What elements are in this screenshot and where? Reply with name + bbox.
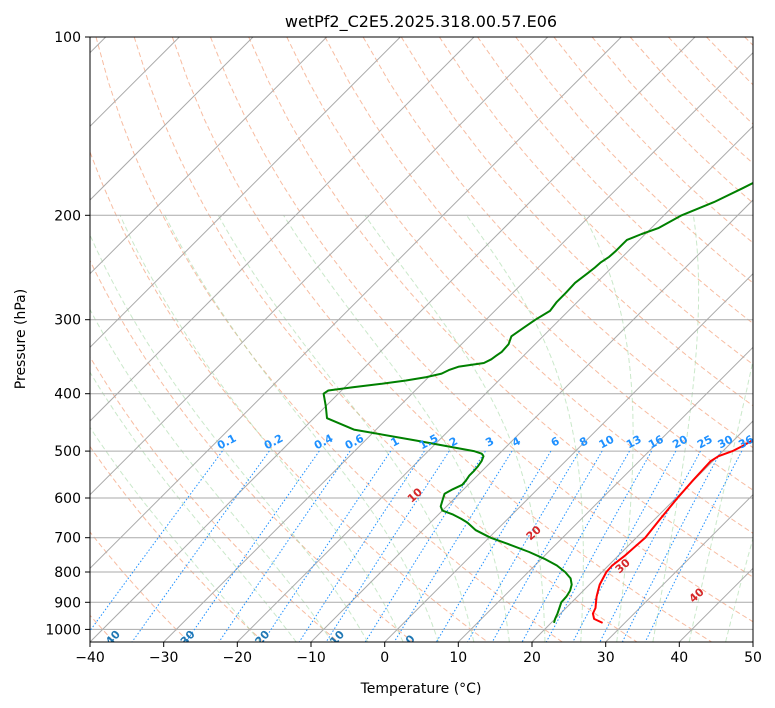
dry-adiabat-line	[515, 37, 753, 284]
dewpoint-line	[322, 181, 753, 624]
isotherm-line	[90, 37, 622, 570]
dry-adiabat-line	[477, 37, 753, 325]
mixing-ratio-label: 25	[695, 433, 715, 452]
isotherm-line	[90, 37, 696, 642]
mixing-ratio-label: 13	[624, 433, 644, 452]
sounding-profiles	[322, 181, 753, 624]
moist-adiabat-line	[364, 215, 546, 642]
moist-adiabat-line	[90, 233, 369, 642]
y-tick-label: 100	[54, 30, 81, 46]
y-tick-label: 800	[54, 565, 81, 581]
y-tick-label: 400	[54, 387, 81, 403]
x-tick-label: 0	[380, 650, 389, 666]
mixing-ratio-line	[393, 450, 513, 642]
plot-frame	[89, 36, 754, 643]
x-axis: −40 −30 −20 −10 0 10 20 30 40 50	[75, 642, 762, 666]
background-lines	[90, 37, 753, 642]
dry-adiabat-line	[133, 37, 638, 642]
mixing-ratio-line	[572, 450, 677, 642]
y-axis-label: Pressure (hPa)	[13, 289, 29, 389]
isotherm-line	[384, 272, 753, 642]
y-tick-label: 500	[54, 444, 81, 460]
mixing-ratio-line	[90, 450, 223, 632]
dry-adiabat-line	[362, 37, 753, 449]
mixing-ratio-line	[545, 450, 653, 642]
moist-adiabat-line	[283, 215, 510, 642]
x-tick-label: −10	[296, 650, 326, 666]
mixing-ratio-label: 16	[646, 433, 666, 452]
y-tick-label: 900	[54, 595, 81, 611]
dry-adiabat-line	[90, 445, 264, 642]
moist-adiabat-line	[583, 215, 634, 642]
mixing-ratio-label: 30	[716, 433, 736, 452]
x-tick-label: 50	[744, 650, 762, 666]
dry-adiabat-line	[248, 37, 753, 578]
mixing-ratio-line	[467, 450, 580, 642]
dry-adiabat-line	[400, 37, 753, 407]
isotherm-line	[90, 37, 549, 496]
moist-adiabat-line	[119, 215, 404, 642]
x-tick-label: 20	[523, 650, 541, 666]
y-tick-label: 700	[54, 531, 81, 547]
dry-adiabat-line	[324, 37, 753, 491]
mixing-ratio-label: 20	[670, 433, 690, 452]
isotherm-line	[163, 51, 753, 642]
isotherm-line	[90, 37, 401, 349]
y-axis: 100 200 300 400 500 600 700 800 900 1000	[45, 30, 90, 638]
mixing-ratio-line	[298, 450, 425, 642]
isotherm-line	[531, 420, 753, 642]
dry-adiabat-line	[438, 37, 753, 365]
x-tick-label: 40	[670, 650, 688, 666]
x-axis-label: Temperature (°C)	[360, 681, 482, 697]
mixing-ratio-line	[185, 450, 320, 642]
isotherm-line	[90, 37, 254, 201]
dry-adiabat-line	[90, 150, 488, 642]
dry-adiabat-label: 0	[403, 632, 418, 647]
dry-adiabat-line	[210, 37, 753, 623]
y-tick-label: 200	[54, 208, 81, 224]
y-tick-label: 1000	[45, 622, 81, 638]
mixing-ratio-line	[521, 450, 630, 642]
y-tick-label: 300	[54, 313, 81, 329]
x-tick-label: −30	[149, 650, 179, 666]
moist-adiabat-line	[688, 358, 753, 642]
dry-adiabat-line	[95, 37, 563, 642]
mixing-ratio-line	[218, 450, 351, 642]
temperature-line	[591, 438, 753, 624]
isotherm-line	[605, 493, 753, 642]
mixing-ratio-line	[491, 450, 603, 642]
moist-adiabat-line	[90, 371, 297, 642]
dry-adiabat-line	[286, 37, 753, 534]
moist-adiabat-line	[164, 215, 439, 642]
isotherm-line	[90, 37, 475, 422]
mixing-ratio-line	[644, 450, 743, 642]
y-tick-label: 600	[54, 491, 81, 507]
moist-adiabat-line	[90, 426, 261, 642]
mixing-ratio-line	[131, 450, 270, 642]
mixing-ratio-label: 10	[597, 433, 617, 452]
isotherm-line	[310, 199, 753, 642]
isotherm-line	[236, 125, 753, 642]
moist-adiabat-line	[652, 215, 700, 642]
isotherm-line	[90, 37, 328, 275]
mixing-ratio-line	[599, 450, 701, 642]
dry-adiabat-line	[171, 37, 712, 642]
dry-adiabat-line	[90, 531, 190, 642]
mixing-ratio-label: 36	[736, 433, 756, 452]
isotherm-line	[457, 346, 753, 642]
x-tick-label: −40	[75, 650, 105, 666]
x-tick-label: 10	[449, 650, 467, 666]
dry-adiabat-line	[90, 259, 414, 642]
x-tick-label: −20	[223, 650, 253, 666]
x-tick-label: 30	[597, 650, 615, 666]
mixing-ratio-line	[621, 450, 722, 642]
mixing-ratio-line	[364, 450, 486, 642]
chart-title: wetPf2_C2E5.2025.318.00.57.E06	[285, 12, 557, 32]
